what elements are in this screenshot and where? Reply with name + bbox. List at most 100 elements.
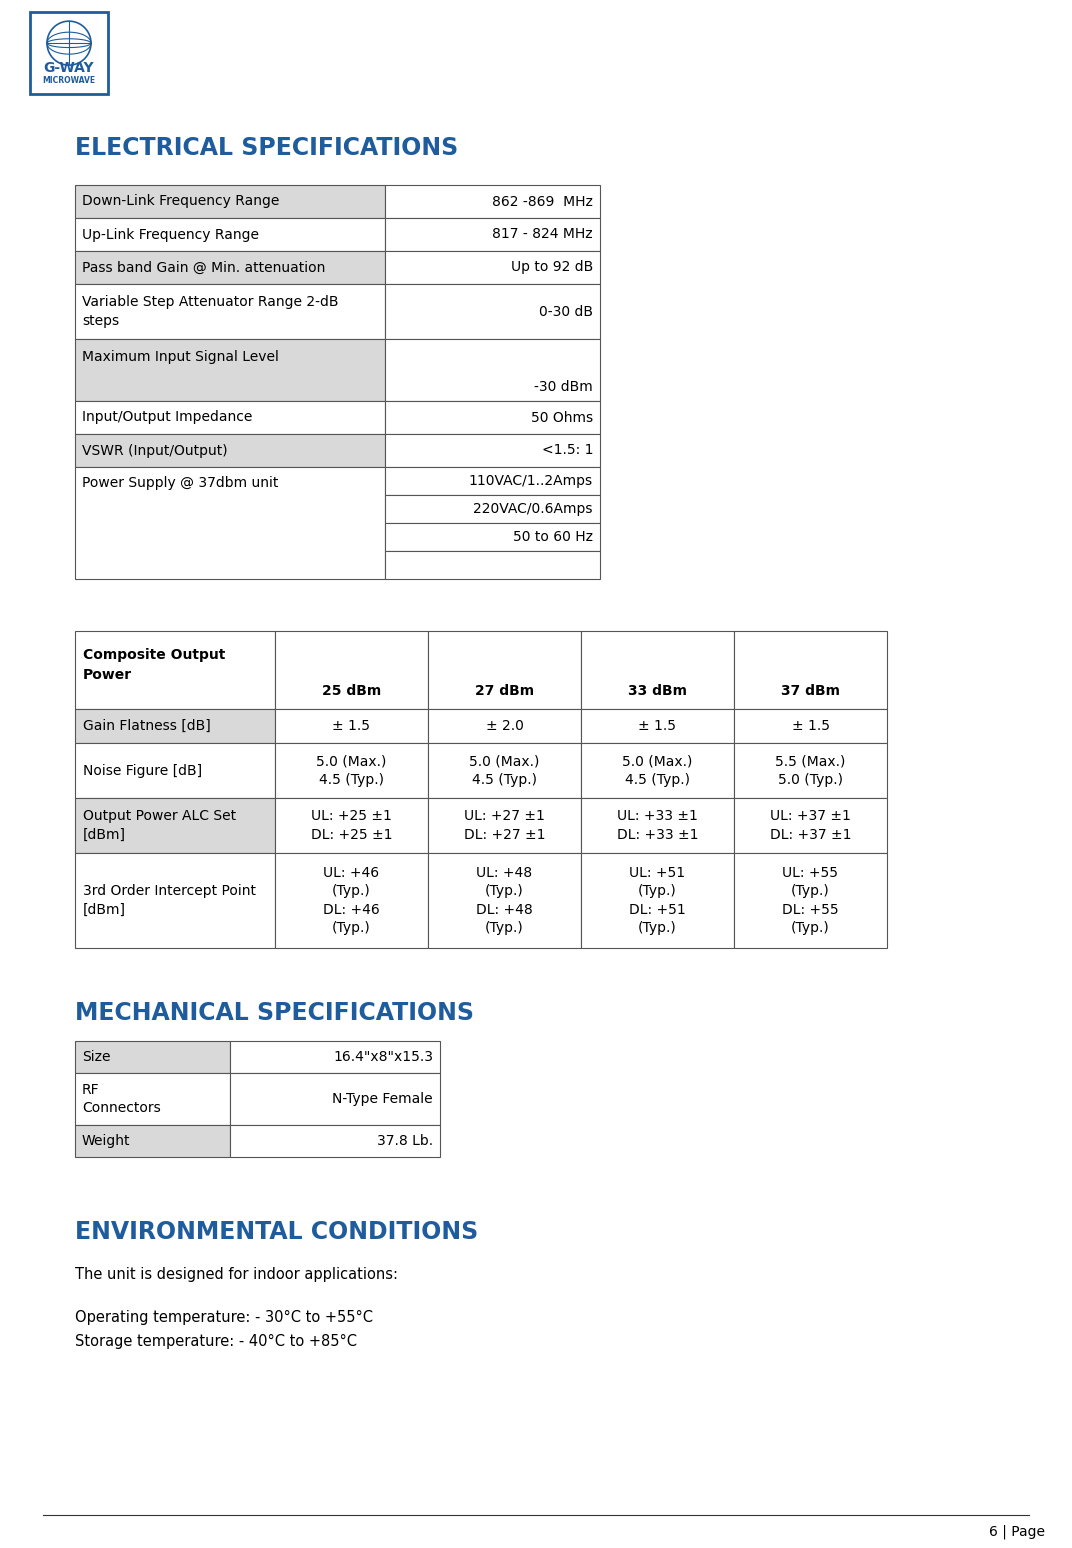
Bar (734, 709, 887, 743)
Bar (385, 251, 600, 283)
Bar (75, 799, 276, 853)
Bar (428, 632, 581, 709)
Bar (581, 709, 734, 743)
Bar (734, 632, 887, 709)
Text: Maximum Input Signal Level: Maximum Input Signal Level (81, 350, 279, 364)
Bar (75, 401, 385, 433)
Text: 16.4"x8"x15.3: 16.4"x8"x15.3 (333, 1050, 433, 1063)
Bar (75, 1040, 230, 1073)
Bar (581, 853, 734, 947)
Bar (276, 632, 428, 709)
Text: Down-Link Frequency Range: Down-Link Frequency Range (81, 195, 280, 209)
Bar (385, 283, 600, 339)
Text: ENVIRONMENTAL CONDITIONS: ENVIRONMENTAL CONDITIONS (75, 1220, 478, 1245)
Bar (734, 799, 887, 853)
Bar (75, 709, 276, 743)
Bar (75, 743, 276, 799)
Bar (30, 12, 108, 94)
Text: VSWR (Input/Output): VSWR (Input/Output) (81, 443, 227, 458)
Bar (75, 218, 385, 251)
Text: Noise Figure [dB]: Noise Figure [dB] (83, 763, 203, 777)
Bar (276, 743, 428, 799)
Text: ± 2.0: ± 2.0 (486, 718, 523, 734)
Text: UL: +33 ±1
DL: +33 ±1: UL: +33 ±1 DL: +33 ±1 (616, 810, 698, 842)
Bar (230, 1073, 440, 1125)
Text: UL: +25 ±1
DL: +25 ±1: UL: +25 ±1 DL: +25 ±1 (311, 810, 392, 842)
Bar (75, 339, 385, 401)
Bar (428, 799, 581, 853)
Text: RF
Connectors: RF Connectors (81, 1082, 161, 1115)
Text: 5.0 (Max.)
4.5 (Typ.): 5.0 (Max.) 4.5 (Typ.) (316, 754, 387, 786)
Bar (428, 709, 581, 743)
Bar (581, 632, 734, 709)
Text: ± 1.5: ± 1.5 (332, 718, 371, 734)
Text: 50 Ohms: 50 Ohms (531, 410, 593, 424)
Text: Storage temperature: - 40°C to +85°C: Storage temperature: - 40°C to +85°C (75, 1333, 357, 1348)
Text: Composite Output: Composite Output (83, 649, 225, 663)
Text: Variable Step Attenuator Range 2-dB
steps: Variable Step Attenuator Range 2-dB step… (81, 294, 339, 328)
Bar (75, 632, 276, 709)
Text: ± 1.5: ± 1.5 (791, 718, 830, 734)
Bar (75, 251, 385, 283)
Text: 6 | Page: 6 | Page (989, 1525, 1045, 1539)
Text: 5.0 (Max.)
4.5 (Typ.): 5.0 (Max.) 4.5 (Typ.) (470, 754, 539, 786)
Text: Size: Size (81, 1050, 110, 1063)
Bar (75, 283, 385, 339)
Bar (75, 1125, 230, 1156)
Bar (385, 401, 600, 433)
Text: Up-Link Frequency Range: Up-Link Frequency Range (81, 228, 259, 241)
Text: 25 dBm: 25 dBm (322, 684, 382, 698)
Text: Pass band Gain @ Min. attenuation: Pass band Gain @ Min. attenuation (81, 260, 326, 274)
Bar (385, 186, 600, 218)
Text: Gain Flatness [dB]: Gain Flatness [dB] (83, 718, 211, 734)
Text: Up to 92 dB: Up to 92 dB (510, 260, 593, 274)
Bar (75, 467, 385, 579)
Bar (276, 709, 428, 743)
Bar (385, 495, 600, 523)
Text: Weight: Weight (81, 1135, 131, 1149)
Text: MECHANICAL SPECIFICATIONS: MECHANICAL SPECIFICATIONS (75, 1002, 474, 1025)
Bar (276, 799, 428, 853)
Bar (385, 218, 600, 251)
Text: 27 dBm: 27 dBm (475, 684, 534, 698)
Text: ELECTRICAL SPECIFICATIONS: ELECTRICAL SPECIFICATIONS (75, 136, 458, 159)
Text: UL: +48
(Typ.)
DL: +48
(Typ.): UL: +48 (Typ.) DL: +48 (Typ.) (476, 865, 533, 935)
Text: 50 to 60 Hz: 50 to 60 Hz (513, 529, 593, 543)
Text: 37 dBm: 37 dBm (781, 684, 840, 698)
Bar (385, 467, 600, 495)
Text: 220VAC/0.6Amps: 220VAC/0.6Amps (474, 502, 593, 515)
Bar (75, 433, 385, 467)
Bar (75, 1073, 230, 1125)
Text: UL: +37 ±1
DL: +37 ±1: UL: +37 ±1 DL: +37 ±1 (770, 810, 851, 842)
Bar (75, 853, 276, 947)
Text: UL: +51
(Typ.)
DL: +51
(Typ.): UL: +51 (Typ.) DL: +51 (Typ.) (629, 865, 686, 935)
Text: Power: Power (83, 669, 132, 683)
Bar (734, 743, 887, 799)
Bar (276, 853, 428, 947)
Text: 0-30 dB: 0-30 dB (539, 305, 593, 319)
Bar (581, 743, 734, 799)
Text: UL: +27 ±1
DL: +27 ±1: UL: +27 ±1 DL: +27 ±1 (464, 810, 546, 842)
Bar (385, 551, 600, 579)
Text: UL: +55
(Typ.)
DL: +55
(Typ.): UL: +55 (Typ.) DL: +55 (Typ.) (783, 865, 838, 935)
Text: Input/Output Impedance: Input/Output Impedance (81, 410, 252, 424)
Text: 5.5 (Max.)
5.0 (Typ.): 5.5 (Max.) 5.0 (Typ.) (775, 754, 846, 786)
Bar (428, 853, 581, 947)
Text: Output Power ALC Set
[dBm]: Output Power ALC Set [dBm] (83, 810, 236, 842)
Bar (734, 853, 887, 947)
Bar (385, 433, 600, 467)
Text: ± 1.5: ± 1.5 (639, 718, 676, 734)
Text: -30 dBm: -30 dBm (534, 379, 593, 395)
Text: The unit is designed for indoor applications:: The unit is designed for indoor applicat… (75, 1266, 398, 1282)
Text: 862 -869  MHz: 862 -869 MHz (492, 195, 593, 209)
Text: UL: +46
(Typ.)
DL: +46
(Typ.): UL: +46 (Typ.) DL: +46 (Typ.) (323, 865, 379, 935)
Text: 817 - 824 MHz: 817 - 824 MHz (492, 228, 593, 241)
Bar (385, 523, 600, 551)
Bar (230, 1040, 440, 1073)
Text: 5.0 (Max.)
4.5 (Typ.): 5.0 (Max.) 4.5 (Typ.) (623, 754, 693, 786)
Text: 37.8 Lb.: 37.8 Lb. (377, 1135, 433, 1149)
Text: 33 dBm: 33 dBm (628, 684, 687, 698)
Bar (581, 799, 734, 853)
Text: Operating temperature: - 30°C to +55°C: Operating temperature: - 30°C to +55°C (75, 1310, 373, 1325)
Bar (75, 186, 385, 218)
